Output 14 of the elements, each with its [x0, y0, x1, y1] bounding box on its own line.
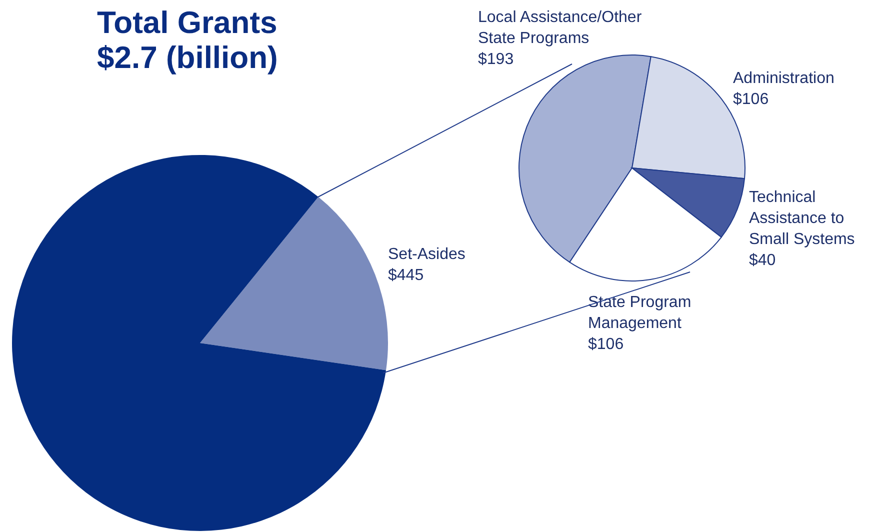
data-label: $106 [588, 336, 624, 353]
data-label: $193 [478, 51, 514, 68]
data-label: $445 [388, 267, 424, 284]
chart-title: Total Grants [97, 5, 278, 40]
pie-slice [200, 196, 388, 370]
slice-label: Technical Assistance to Small Systems [749, 189, 855, 248]
slice-label: Set-Asides [388, 246, 466, 263]
slice-label: Local Assistance/Other State Programs [478, 9, 642, 47]
data-label: $40 [749, 252, 776, 269]
data-label: $106 [733, 91, 769, 108]
slice-label: Administration [733, 70, 834, 87]
slice-label: State Program Management [588, 294, 692, 332]
chart-subtitle: $2.7 (billion) [97, 40, 278, 75]
pie-slice [12, 155, 386, 531]
